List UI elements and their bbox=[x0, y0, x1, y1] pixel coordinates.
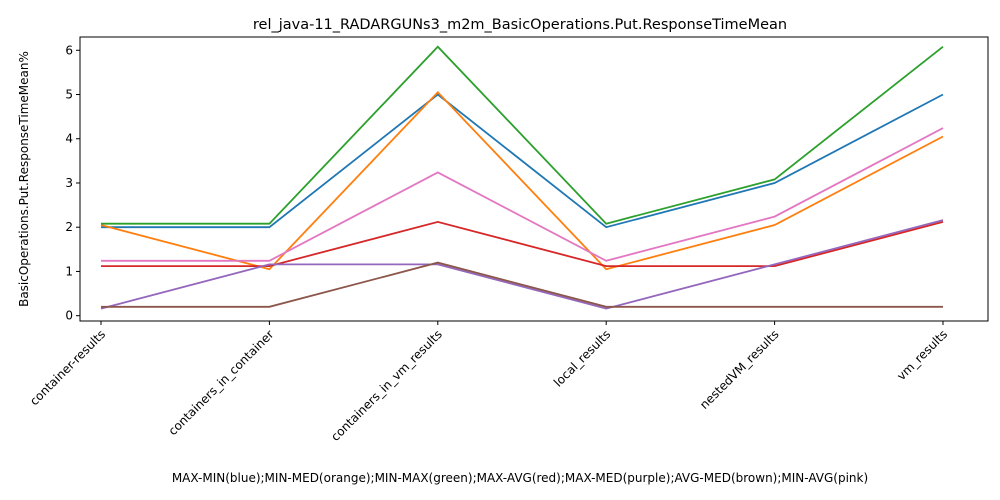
y-tick-label: 3 bbox=[65, 176, 73, 190]
plot-area bbox=[79, 36, 989, 322]
series-line-1 bbox=[101, 93, 944, 229]
y-tick-label: 0 bbox=[65, 309, 73, 323]
x-tick-label: containers_in_vm_results bbox=[328, 327, 445, 444]
x-tick-label: nestedVM_results bbox=[697, 327, 782, 412]
y-tick-label: 5 bbox=[65, 88, 73, 102]
chart-title: rel_java-11_RADARGUNs3_m2m_BasicOperatio… bbox=[253, 17, 787, 33]
y-tick-label: 4 bbox=[65, 132, 73, 146]
plot-frame bbox=[79, 36, 989, 322]
x-axis-label: MAX-MIN(blue);MIN-MED(orange);MIN-MAX(gr… bbox=[172, 471, 868, 485]
series-layer bbox=[100, 45, 944, 310]
y-tick-label: 6 bbox=[65, 43, 73, 57]
y-tick-label: 1 bbox=[65, 264, 73, 278]
y-axis-label: BasicOperations.Put.ResponseTimeMean% bbox=[17, 51, 31, 307]
series-line-3 bbox=[101, 45, 944, 225]
x-axis: container-results containers_in_container… bbox=[27, 321, 950, 444]
x-tick-label: containers_in_container bbox=[166, 327, 277, 438]
series-line-6 bbox=[101, 261, 943, 308]
x-tick-label: local_results bbox=[551, 327, 613, 389]
series-line-2 bbox=[100, 90, 944, 271]
x-tick-label: container-results bbox=[27, 327, 108, 408]
x-tick-label: vm_results bbox=[894, 327, 950, 383]
series-line-7 bbox=[101, 127, 944, 262]
y-axis: 0 1 2 3 4 5 6 bbox=[65, 43, 80, 323]
y-tick-label: 2 bbox=[65, 220, 73, 234]
series-line-4 bbox=[101, 220, 944, 268]
series-line-5 bbox=[100, 219, 944, 310]
